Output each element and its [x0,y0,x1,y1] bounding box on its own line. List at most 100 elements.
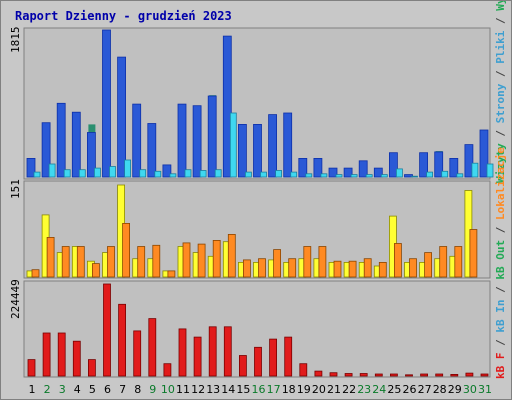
chart-marks [26,29,494,377]
kb-out-bar-2 [46,236,55,278]
visits-bar-22 [343,167,353,178]
day-label-6: 6 [104,383,111,396]
kb-out-bar-9 [152,244,161,278]
kb-f-bar-29 [450,373,459,377]
visits-bar-23 [358,160,368,178]
kb-out-bar-16 [258,258,266,278]
kb-out-bar-18 [288,258,297,278]
hits-bar-24 [380,174,388,178]
legend-sep-2: / [494,64,507,84]
visits-bar-3 [56,102,66,178]
hits-bar-17 [275,170,283,178]
kb-out-bar-8 [137,246,146,278]
visits-bar-8 [132,103,142,178]
kb-out-bar-14 [227,233,236,278]
legend-kb-out: kB Out [494,240,507,280]
kb-f-bar-22 [344,373,353,377]
kb-out-bar-10 [167,270,176,278]
day-label-20: 20 [312,383,326,396]
visits-bar-28 [434,151,444,178]
kb-out-bar-1 [31,269,40,278]
hits-bar-31 [486,163,494,178]
day-label-11: 11 [176,383,190,396]
kb-out-bar-11 [182,242,191,278]
day-label-13: 13 [206,383,220,396]
kb-f-bar-19 [299,363,308,377]
day-label-29: 29 [448,383,462,396]
hits-bar-25 [395,168,403,178]
day-label-15: 15 [236,383,250,396]
kb-out-bar-24 [378,261,387,278]
kb-out-bar-12 [197,243,206,278]
day-label-7: 7 [119,383,126,396]
visits-bar-19 [298,157,308,178]
day-label-21: 21 [327,383,341,396]
hits-bar-22 [350,174,358,178]
kb-f-bar-12 [193,336,202,377]
visits-bar-25 [388,152,398,178]
hits-bar-12 [199,170,207,178]
kb-f-bar-13 [208,326,217,377]
hits-bar-6 [109,166,116,178]
visits-bar-21 [328,167,338,178]
right-legend-top: Wizyty / Strony / Pliki / Wywołania [494,1,507,183]
hits-bar-20 [320,173,328,178]
kb-f-bar-3 [57,332,66,377]
kb-out-bar-23 [363,258,372,278]
kb-out-bar-5 [92,263,100,278]
day-label-14: 14 [221,383,235,396]
kb-f-bar-30 [465,372,474,377]
day-label-28: 28 [433,383,447,396]
visits-bar-11 [177,103,187,178]
hits-bar-10 [169,173,177,178]
day-label-23: 23 [357,383,371,396]
visits-bar-2 [41,122,51,178]
hits-bar-15 [244,171,252,178]
kb-f-bar-28 [435,373,444,377]
kb-out-bar-3 [61,246,70,278]
visits-bar-9 [147,123,157,178]
hits-bar-16 [260,171,267,178]
legend-sep-1: / [494,123,507,143]
hits-bar-8 [139,169,147,178]
kb-out-bar-30 [469,229,478,278]
kb-out-bar-22 [348,260,357,278]
day-label-30: 30 [463,383,477,396]
day-label-25: 25 [387,383,401,396]
visits-ymax-label: 1815 [9,27,22,54]
kb-panel [23,280,491,378]
bandwidth-ymax-label: 151 [9,179,22,199]
legend-sep-5: / [494,280,507,300]
kb-f-bar-4 [72,340,81,377]
visits-bar-31 [479,129,489,178]
legend-sep-6: / [494,220,507,240]
kb-ymax-label: 224449 [9,279,22,319]
visits-bar-18 [283,112,293,178]
kb-f-bar-23 [359,373,368,377]
kb-out-bar-25 [393,243,402,278]
kb-out-bar-4 [76,246,85,278]
kb-f-bar-9 [148,318,157,377]
visits-bar-6 [102,29,111,178]
hits-bar-18 [290,171,298,178]
visits-bar-29 [449,157,459,178]
x-axis-day-labels: 1 2 3 4 5 6 7 8 9 10 11 12 13 14 15 16 17 18 19 20 21 22 23 24 2… [29,383,493,396]
hits-bar-11 [184,169,192,178]
day-label-16: 16 [252,383,266,396]
day-label-1: 1 [29,383,36,396]
day-label-31: 31 [478,383,492,396]
day-label-2: 2 [44,383,51,396]
kb-out-bar-6 [107,246,115,278]
kb-out-bar-29 [454,246,463,278]
day-label-12: 12 [191,383,205,396]
kb-f-bar-2 [42,332,51,377]
kb-out-bar-19 [303,246,312,278]
legend-kb-f: kB F [494,353,507,380]
kb-f-bar-31 [480,373,489,377]
kb-f-bar-16 [254,346,262,377]
day-label-5: 5 [89,383,96,396]
hits-bar-13 [214,169,222,178]
hits-bar-26 [411,175,418,178]
kb-f-bar-18 [284,336,293,377]
